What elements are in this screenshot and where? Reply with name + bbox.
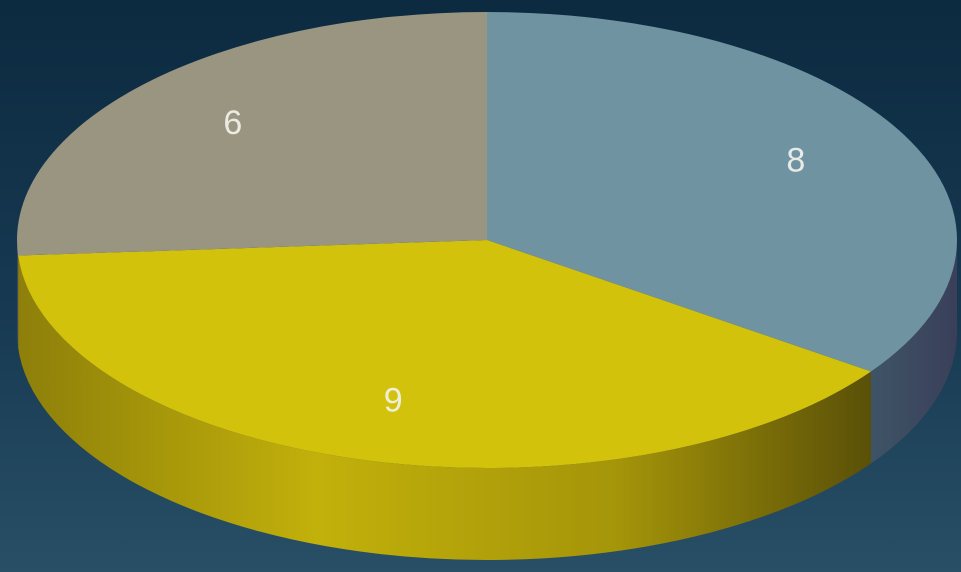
pie-data-labels: 8 9 6 [223,104,805,420]
slice-label-6: 6 [223,104,242,142]
pie-slice-6 [16,12,487,256]
pie-wall-6 [17,240,19,348]
pie-slice-8 [487,12,957,372]
slice-label-9: 9 [384,381,403,419]
pie-slice-9 [18,240,871,468]
slice-label-8: 8 [786,141,805,179]
pie-wall-9 [18,255,871,560]
pie-side-walls [17,240,957,560]
pie-wall-8 [870,240,957,464]
pie-top-faces [16,12,957,468]
